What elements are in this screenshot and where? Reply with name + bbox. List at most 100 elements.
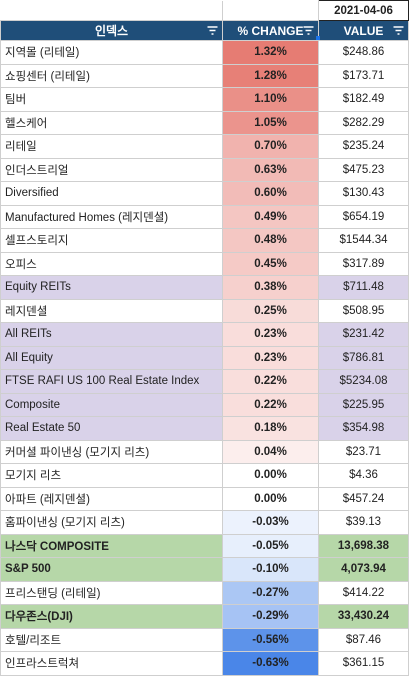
value-cell[interactable]: $457.24 [318,486,409,511]
value-cell[interactable]: 13,698.38 [318,533,409,558]
change-cell[interactable]: 0.18% [222,416,319,441]
table-row: Equity REITs 0.38% $711.48 [0,275,409,300]
change-cell[interactable]: -0.56% [222,627,319,652]
index-name-cell[interactable]: 호텔/리조트 [0,627,223,652]
value-cell[interactable]: $282.29 [318,110,409,135]
change-cell[interactable]: 1.05% [222,110,319,135]
change-cell[interactable]: 0.22% [222,369,319,394]
index-name-cell[interactable]: 나스닥 COMPOSITE [0,533,223,558]
empty-cell[interactable] [222,0,319,21]
value-cell[interactable]: $235.24 [318,134,409,159]
value-cell[interactable]: $711.48 [318,275,409,300]
table-row: All Equity 0.23% $786.81 [0,345,409,370]
value-cell[interactable]: $475.23 [318,157,409,182]
index-name-cell[interactable]: Manufactured Homes (레지덴셜) [0,204,223,229]
value-cell[interactable]: $173.71 [318,63,409,88]
change-cell[interactable]: 0.63% [222,157,319,182]
value-cell[interactable]: $248.86 [318,40,409,65]
change-cell[interactable]: 0.25% [222,298,319,323]
change-cell[interactable]: -0.29% [222,604,319,629]
index-name-cell[interactable]: 홈파이낸싱 (모기지 리츠) [0,510,223,535]
change-cell[interactable]: 1.10% [222,87,319,112]
change-cell[interactable]: 0.23% [222,345,319,370]
index-name-cell[interactable]: 지역몰 (리테일) [0,40,223,65]
index-name-cell[interactable]: FTSE RAFI US 100 Real Estate Index [0,369,223,394]
index-name-cell[interactable]: 리테일 [0,134,223,159]
table-row: S&P 500 -0.10% 4,073.94 [0,557,409,582]
index-name-cell[interactable]: 셀프스토리지 [0,228,223,253]
index-name-cell[interactable]: Equity REITs [0,275,223,300]
index-name-cell[interactable]: 헬스케어 [0,110,223,135]
value-cell[interactable]: 33,430.24 [318,604,409,629]
selection-handle[interactable] [316,36,320,40]
value-cell[interactable]: $654.19 [318,204,409,229]
index-name-cell[interactable]: 레지덴셜 [0,298,223,323]
index-name-cell[interactable]: 프리스탠딩 (리테일) [0,580,223,605]
header-value-label: VALUE [343,23,384,38]
index-name-cell[interactable]: 팀버 [0,87,223,112]
index-name-cell[interactable]: Real Estate 50 [0,416,223,441]
change-cell[interactable]: 0.00% [222,463,319,488]
value-cell[interactable]: $414.22 [318,580,409,605]
value-cell[interactable]: $225.95 [318,392,409,417]
index-name-cell[interactable]: Diversified [0,181,223,206]
index-name-cell[interactable]: 인프라스트럭쳐 [0,651,223,676]
change-cell[interactable]: 0.23% [222,322,319,347]
value-cell[interactable]: $5234.08 [318,369,409,394]
value-cell[interactable]: $1544.34 [318,228,409,253]
value-cell[interactable]: $23.71 [318,439,409,464]
change-cell[interactable]: -0.10% [222,557,319,582]
index-name-cell[interactable]: 커머셜 파이낸싱 (모기지 리츠) [0,439,223,464]
value-cell[interactable]: $4.36 [318,463,409,488]
change-cell[interactable]: 0.45% [222,251,319,276]
filter-icon[interactable] [303,25,314,36]
value-cell[interactable]: $786.81 [318,345,409,370]
change-cell[interactable]: -0.27% [222,580,319,605]
index-name-cell[interactable]: 오피스 [0,251,223,276]
value-cell[interactable]: $317.89 [318,251,409,276]
change-cell[interactable]: 0.60% [222,181,319,206]
header-change-label: % CHANGE [237,23,304,38]
table-row: 헬스케어 1.05% $282.29 [0,110,409,135]
change-cell[interactable]: -0.05% [222,533,319,558]
index-name-cell[interactable]: 아파트 (레지덴셜) [0,486,223,511]
filter-icon[interactable] [207,25,218,36]
date-cell[interactable]: 2021-04-06 [318,0,409,21]
index-name-cell[interactable]: 다우존스(DJI) [0,604,223,629]
change-cell[interactable]: 0.70% [222,134,319,159]
value-cell[interactable]: $508.95 [318,298,409,323]
filter-icon[interactable] [393,25,404,36]
header-index[interactable]: 인덱스 [0,20,223,41]
change-cell[interactable]: 0.00% [222,486,319,511]
change-cell[interactable]: 0.49% [222,204,319,229]
value-cell[interactable]: $354.98 [318,416,409,441]
index-name-cell[interactable]: 쇼핑센터 (리테일) [0,63,223,88]
table-row: 호텔/리조트 -0.56% $87.46 [0,627,409,652]
index-name-cell[interactable]: 모기지 리츠 [0,463,223,488]
index-name-cell[interactable]: All Equity [0,345,223,370]
change-cell[interactable]: 1.28% [222,63,319,88]
table-row: All REITs 0.23% $231.42 [0,322,409,347]
value-cell[interactable]: $231.42 [318,322,409,347]
value-cell[interactable]: $87.46 [318,627,409,652]
change-cell[interactable]: -0.03% [222,510,319,535]
change-cell[interactable]: 0.38% [222,275,319,300]
value-cell[interactable]: $361.15 [318,651,409,676]
index-table: 2021-04-06 인덱스 % CHANGE VALUE 지역몰 (리테일) 1… [0,0,409,676]
index-name-cell[interactable]: S&P 500 [0,557,223,582]
value-cell[interactable]: $130.43 [318,181,409,206]
header-change[interactable]: % CHANGE [222,20,319,41]
value-cell[interactable]: $182.49 [318,87,409,112]
header-value[interactable]: VALUE [318,20,409,41]
value-cell[interactable]: 4,073.94 [318,557,409,582]
index-name-cell[interactable]: 인더스트리얼 [0,157,223,182]
change-cell[interactable]: -0.63% [222,651,319,676]
index-name-cell[interactable]: All REITs [0,322,223,347]
change-cell[interactable]: 0.22% [222,392,319,417]
change-cell[interactable]: 1.32% [222,40,319,65]
empty-cell[interactable] [0,0,223,21]
value-cell[interactable]: $39.13 [318,510,409,535]
change-cell[interactable]: 0.48% [222,228,319,253]
index-name-cell[interactable]: Composite [0,392,223,417]
change-cell[interactable]: 0.04% [222,439,319,464]
